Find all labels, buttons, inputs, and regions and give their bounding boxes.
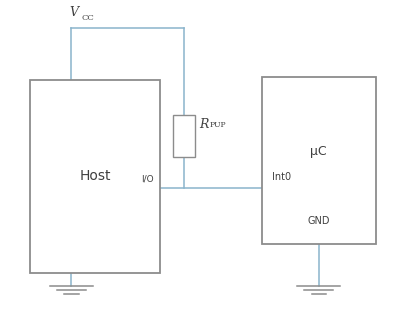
Text: PUP: PUP — [210, 121, 226, 129]
Text: R: R — [199, 118, 209, 131]
Bar — [174, 115, 195, 157]
Text: Int0: Int0 — [271, 172, 291, 182]
Text: Host: Host — [79, 169, 111, 183]
Text: V: V — [70, 7, 78, 20]
Bar — [30, 80, 160, 273]
Bar — [262, 77, 376, 244]
Text: GND: GND — [307, 216, 330, 226]
Text: CC: CC — [81, 14, 94, 22]
Text: μC: μC — [310, 146, 327, 158]
Text: I/O: I/O — [141, 175, 154, 184]
